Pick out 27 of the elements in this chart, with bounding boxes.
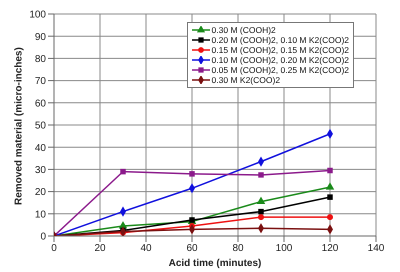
legend-label: 0.15 M (COOH)2, 0.15 M K2(COO)2 [212, 45, 349, 55]
x-tick-label: 100 [276, 243, 293, 254]
x-tick-label: 60 [186, 243, 198, 254]
legend-label: 0.30 M K2(COO)2 [212, 75, 280, 85]
y-tick-label: 80 [34, 54, 46, 65]
y-tick-label: 90 [34, 32, 46, 43]
y-tick-label: 60 [34, 98, 46, 110]
y-axis-title: Removed material (micro-inches) [14, 47, 25, 205]
x-tick-label: 140 [368, 243, 385, 254]
legend-label: 0.05 M (COOH)2, 0.25 M K2(COO)2 [212, 65, 349, 75]
y-tick-label: 50 [34, 120, 46, 132]
x-tick-label: 40 [140, 243, 152, 254]
x-tick-label: 120 [322, 243, 339, 254]
legend-label: 0.20 M (COOH)2, 0.10 M K2(COO)2 [212, 35, 349, 45]
legend-label: 0.10 M (COOH)2, 0.20 M K2(COO)2 [212, 55, 349, 65]
y-tick-label: 0 [40, 232, 46, 243]
x-tick-label: 0 [51, 243, 58, 254]
y-tick-label: 10 [34, 209, 46, 220]
legend-label: 0.30 M (COOH)2 [212, 25, 276, 35]
x-tick-label: 20 [94, 243, 106, 254]
y-tick-label: 100 [29, 10, 46, 21]
x-tick-label: 80 [232, 243, 244, 254]
y-tick-label: 40 [34, 142, 46, 154]
y-tick-label: 20 [34, 187, 46, 198]
y-tick-label: 70 [34, 76, 46, 88]
y-tick-label: 30 [34, 164, 46, 176]
x-axis-title: Acid time (minutes) [168, 258, 262, 269]
